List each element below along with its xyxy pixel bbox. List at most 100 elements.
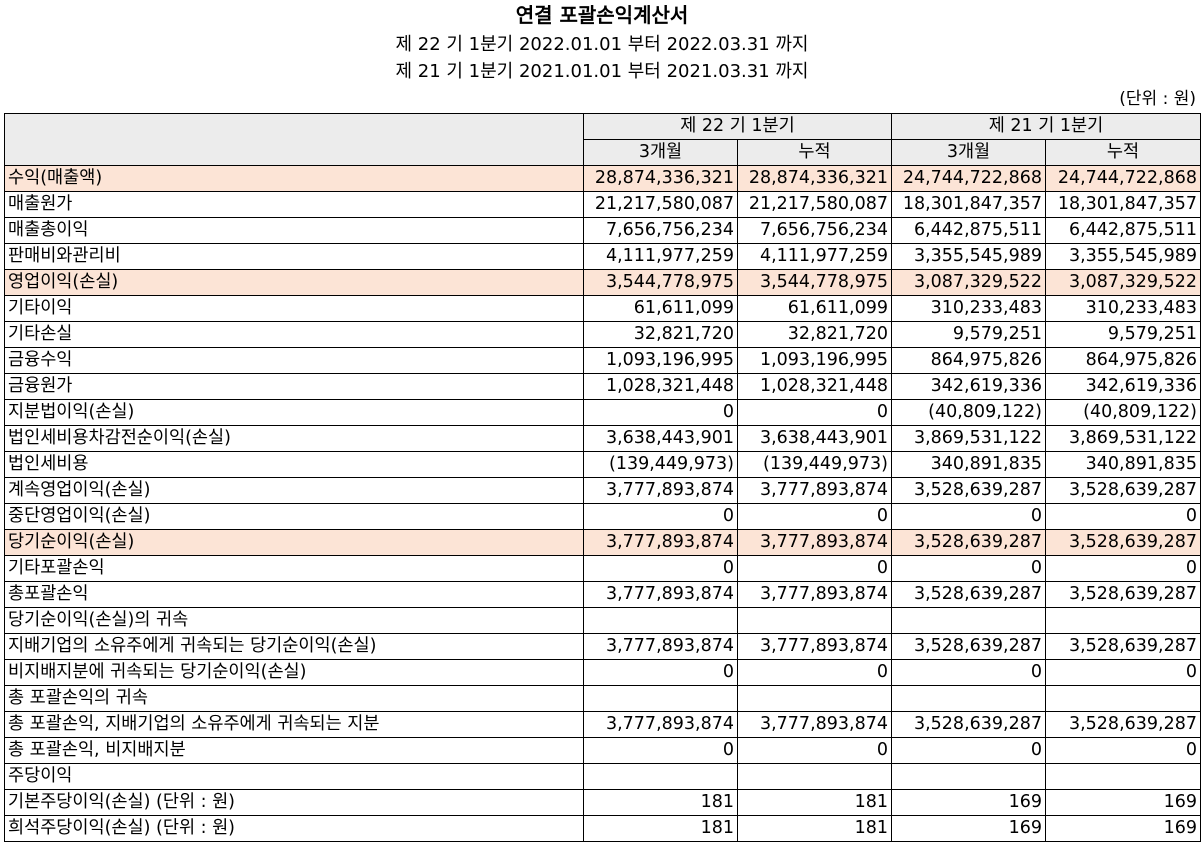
- row-label: 주당이익: [4, 763, 584, 790]
- row-label: 당기순이익(손실): [4, 529, 584, 556]
- row-label: 법인세비용차감전순이익(손실): [4, 425, 584, 452]
- row-value: 28,874,336,321: [583, 165, 738, 192]
- row-label: 기타이익: [4, 295, 584, 322]
- row-value: 3,777,893,874: [737, 711, 892, 738]
- row-value: 0: [583, 555, 738, 582]
- table-row: 금융수익 1,093,196,995 1,093,196,995 864,975,82…: [4, 347, 1201, 374]
- row-value: 4,111,977,259: [737, 243, 892, 270]
- table-row: 매출원가 21,217,580,087 21,217,580,087 18,301,8…: [4, 191, 1201, 218]
- header-corner-cell: [4, 113, 584, 166]
- period-current: 제 22 기 1분기 2022.01.01 부터 2022.03.31 까지: [395, 34, 809, 55]
- row-value: 3,777,893,874: [737, 477, 892, 504]
- row-value: 0: [1045, 555, 1201, 582]
- row-label: 총포괄손익: [4, 581, 584, 608]
- row-label: 중단영업이익(손실): [4, 503, 584, 530]
- row-value: 0: [737, 737, 892, 764]
- row-value: 1,093,196,995: [583, 347, 738, 374]
- row-label: 금융원가: [4, 373, 584, 400]
- row-value: (139,449,973): [583, 451, 738, 478]
- row-label: 비지배지분에 귀속되는 당기순이익(손실): [4, 659, 584, 686]
- row-value: 3,638,443,901: [583, 425, 738, 452]
- table-row: 당기순이익(손실)의 귀속: [4, 607, 1201, 634]
- row-value: 1,093,196,995: [737, 347, 892, 374]
- table-row: 총포괄손익 3,777,893,874 3,777,893,874 3,528,639…: [4, 581, 1201, 608]
- row-label: 희석주당이익(손실) (단위 : 원): [4, 815, 584, 842]
- row-value: [583, 607, 738, 634]
- row-value: 9,579,251: [891, 321, 1046, 348]
- row-label: 총 포괄손익, 지배기업의 소유주에게 귀속되는 지분: [4, 711, 584, 738]
- table-row: 총 포괄손익, 비지배지분 0 0 0 0: [4, 737, 1201, 764]
- row-value: 0: [737, 503, 892, 530]
- row-value: [1045, 763, 1201, 790]
- row-label: 금융수익: [4, 347, 584, 374]
- table-row: 희석주당이익(손실) (단위 : 원) 181 181 169 169: [4, 815, 1201, 842]
- row-label: 총 포괄손익의 귀속: [4, 685, 584, 712]
- row-value: 4,111,977,259: [583, 243, 738, 270]
- row-value: 310,233,483: [891, 295, 1046, 322]
- row-value: 864,975,826: [891, 347, 1046, 374]
- table-row: 기타손실 32,821,720 32,821,720 9,579,251 9,579,2…: [4, 321, 1201, 348]
- row-value: 7,656,756,234: [583, 217, 738, 244]
- header-prior-cumulative: 누적: [1045, 139, 1201, 166]
- table-row: 총 포괄손익의 귀속: [4, 685, 1201, 712]
- row-value: [737, 685, 892, 712]
- row-value: 0: [1045, 503, 1201, 530]
- row-value: 3,869,531,122: [1045, 425, 1201, 452]
- row-value: 1,028,321,448: [583, 373, 738, 400]
- row-value: 6,442,875,511: [891, 217, 1046, 244]
- row-value: 3,777,893,874: [583, 711, 738, 738]
- row-value: 9,579,251: [1045, 321, 1201, 348]
- header-current-3m: 3개월: [583, 139, 738, 166]
- row-label: 매출총이익: [4, 217, 584, 244]
- row-value: 181: [583, 789, 738, 816]
- row-value: 3,777,893,874: [583, 633, 738, 660]
- row-label: 총 포괄손익, 비지배지분: [4, 737, 584, 764]
- row-value: 3,528,639,287: [1045, 477, 1201, 504]
- income-statement-table: 제 22 기 1분기 제 21 기 1분기 3개월 누적 3개월 누적 수익(매…: [4, 113, 1201, 842]
- row-value: 0: [583, 659, 738, 686]
- row-value: [1045, 607, 1201, 634]
- row-value: 61,611,099: [583, 295, 738, 322]
- row-label: 영업이익(손실): [4, 269, 584, 296]
- row-value: 3,777,893,874: [737, 529, 892, 556]
- table-row: 계속영업이익(손실) 3,777,893,874 3,777,893,874 3,52…: [4, 477, 1201, 504]
- row-value: [737, 763, 892, 790]
- period-header-row: 제 22 기 1분기 제 21 기 1분기: [4, 113, 1201, 166]
- row-value: [737, 607, 892, 634]
- table-row: 지배기업의 소유주에게 귀속되는 당기순이익(손실) 3,777,893,874 3…: [4, 633, 1201, 660]
- row-value: 32,821,720: [737, 321, 892, 348]
- row-value: 169: [1045, 789, 1201, 816]
- row-value: (139,449,973): [737, 451, 892, 478]
- row-value: 181: [737, 789, 892, 816]
- row-label: 기타포괄손익: [4, 555, 584, 582]
- table-row: 지분법이익(손실) 0 0 (40,809,122) (40,809,122): [4, 399, 1201, 426]
- row-value: 3,355,545,989: [891, 243, 1046, 270]
- table-row: 비지배지분에 귀속되는 당기순이익(손실) 0 0 0 0: [4, 659, 1201, 686]
- table-row: 금융원가 1,028,321,448 1,028,321,448 342,619,33…: [4, 373, 1201, 400]
- row-value: 0: [1045, 659, 1201, 686]
- row-value: 0: [1045, 737, 1201, 764]
- row-value: (40,809,122): [891, 399, 1046, 426]
- row-value: 0: [583, 503, 738, 530]
- row-value: 18,301,847,357: [891, 191, 1046, 218]
- row-value: 7,656,756,234: [737, 217, 892, 244]
- row-label: 판매비와관리비: [4, 243, 584, 270]
- row-label: 법인세비용: [4, 451, 584, 478]
- row-value: 3,087,329,522: [1045, 269, 1201, 296]
- row-label: 계속영업이익(손실): [4, 477, 584, 504]
- row-value: 3,544,778,975: [737, 269, 892, 296]
- row-value: 28,874,336,321: [737, 165, 892, 192]
- row-value: 0: [737, 555, 892, 582]
- row-value: 3,528,639,287: [891, 711, 1046, 738]
- row-value: [891, 685, 1046, 712]
- row-value: 864,975,826: [1045, 347, 1201, 374]
- row-value: [891, 607, 1046, 634]
- row-value: 18,301,847,357: [1045, 191, 1201, 218]
- row-value: 310,233,483: [1045, 295, 1201, 322]
- row-value: 0: [891, 503, 1046, 530]
- row-label: 당기순이익(손실)의 귀속: [4, 607, 584, 634]
- row-label: 지분법이익(손실): [4, 399, 584, 426]
- row-value: 3,355,545,989: [1045, 243, 1201, 270]
- row-value: 0: [891, 737, 1046, 764]
- row-value: 24,744,722,868: [891, 165, 1046, 192]
